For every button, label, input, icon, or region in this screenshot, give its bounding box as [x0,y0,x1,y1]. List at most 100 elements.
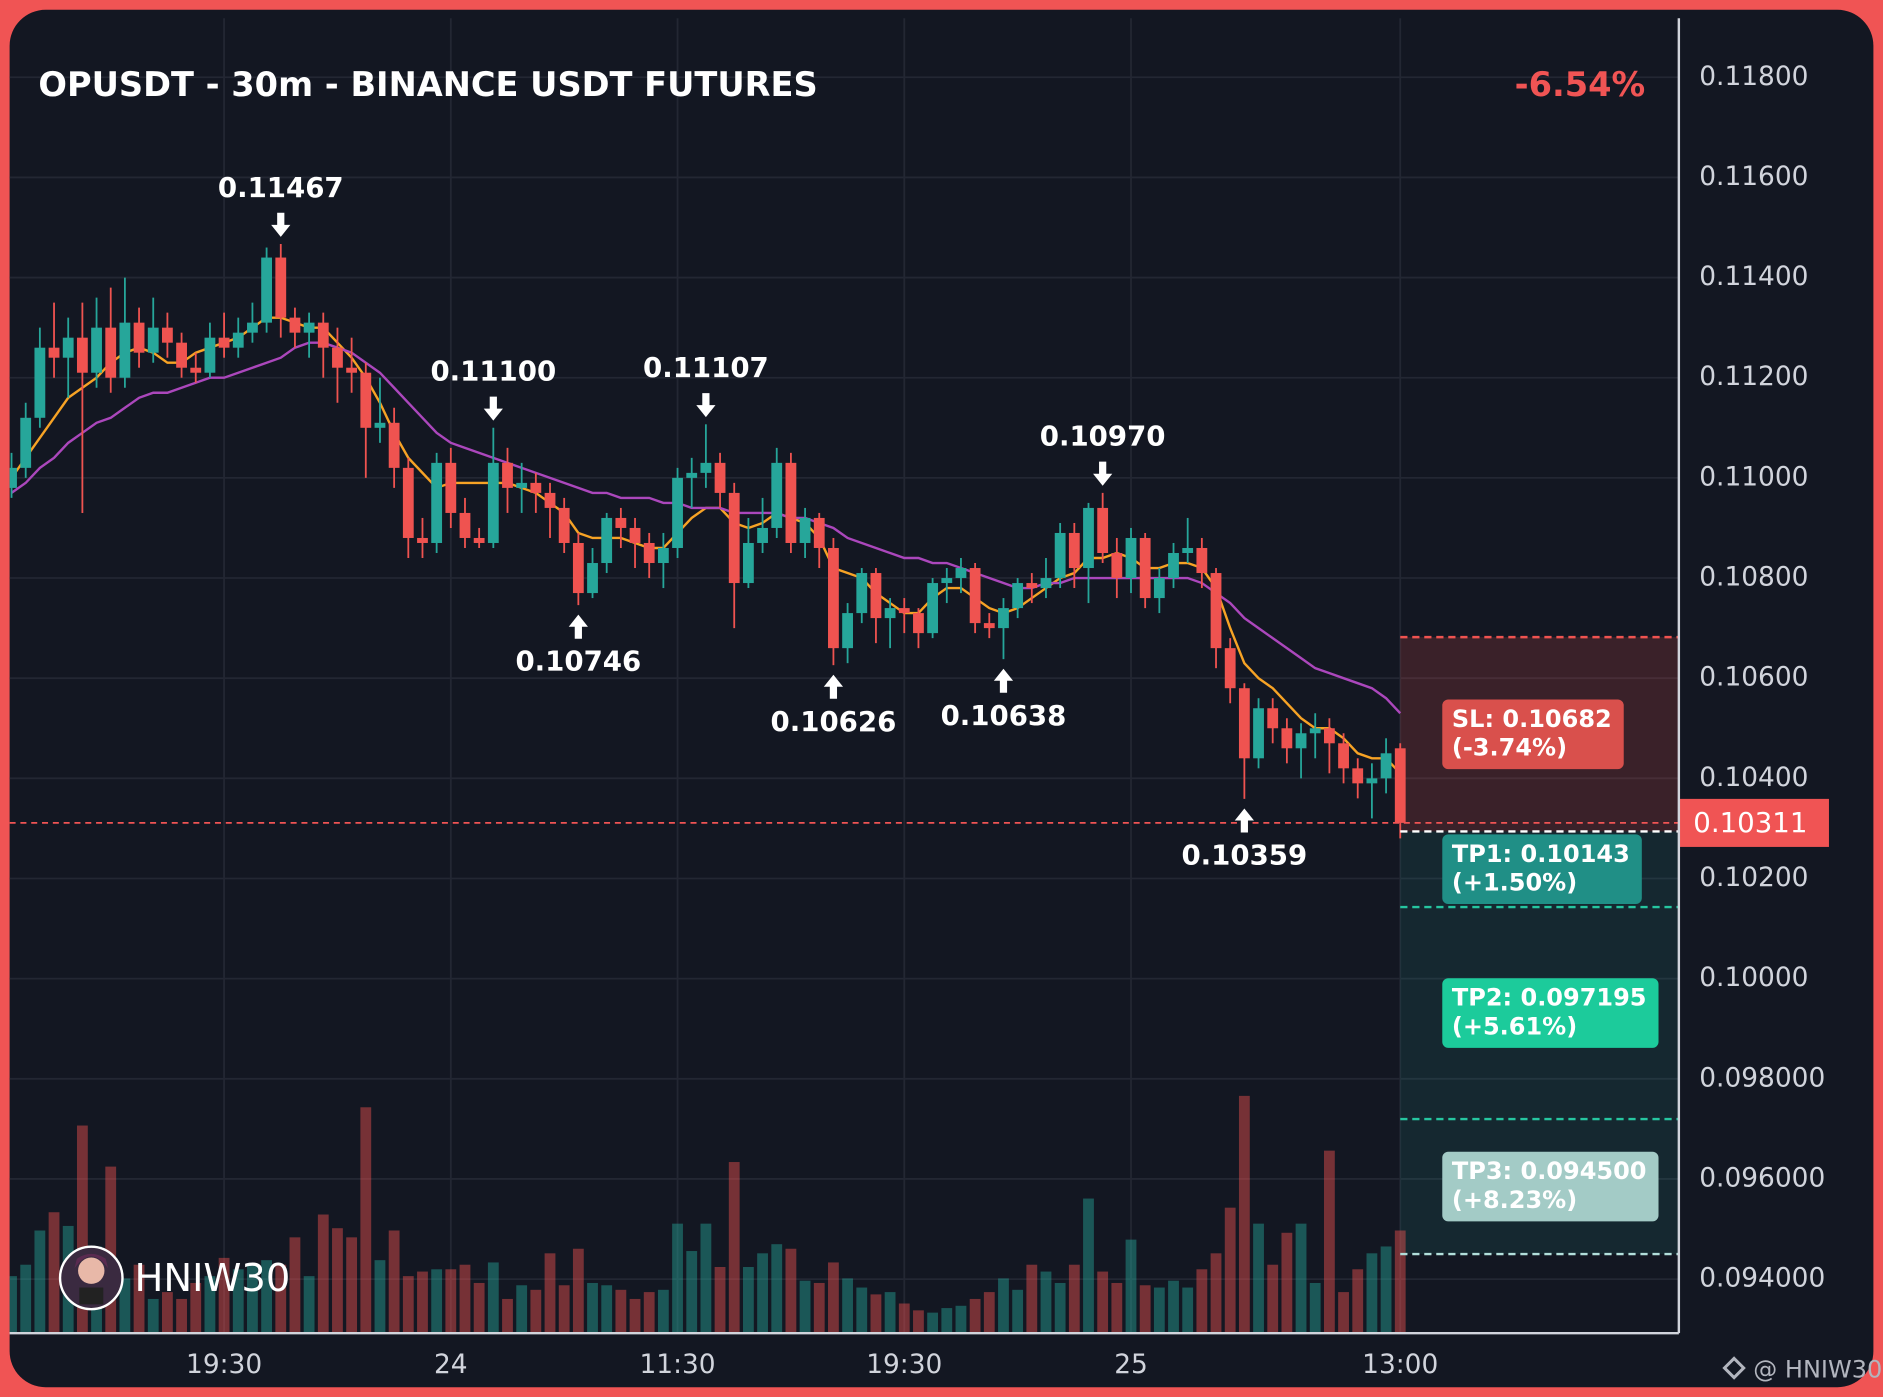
annotation-label: 0.11100 [430,355,556,388]
candle-body [898,608,910,614]
candle-body [1040,578,1052,589]
volume-bar [813,1282,825,1334]
level-box [1442,699,1624,770]
candle-body [402,467,414,538]
candle-body [842,613,853,649]
candle-body [332,347,343,368]
candle-body [119,322,131,378]
candle-body [1196,547,1208,574]
volume-bar [48,1212,60,1334]
candle-body [757,527,768,543]
volume-bar [941,1308,953,1334]
candle-body [587,563,598,594]
candle-body [558,507,570,543]
volume-bar [643,1292,655,1334]
candle-body [275,257,287,318]
volume-bar [558,1285,570,1334]
volume-bar [1323,1150,1335,1334]
annotation-arrow [1093,461,1113,486]
volume-bar [162,1292,173,1334]
x-tick-label: 24 [434,1349,468,1380]
volume-bar [898,1303,910,1334]
volume-bar [34,1230,46,1334]
candle-body [601,517,613,564]
candle-body [813,517,825,548]
volume-bar [700,1223,712,1334]
volume-bar [402,1276,414,1334]
candle-body [459,512,471,538]
candle-body [1068,532,1080,569]
volume-bar [955,1305,967,1334]
candle-body [190,367,202,373]
x-tick-label: 19:30 [866,1349,942,1380]
candle-body [983,623,995,629]
candle-body [742,542,754,584]
volume-bar [530,1289,542,1334]
volume-bar [147,1298,159,1334]
candle-body [728,492,740,584]
volume-bar [870,1294,882,1334]
y-tick-label: 0.11600 [1699,161,1808,192]
volume-bar [714,1267,726,1334]
volume-bar [1238,1095,1250,1334]
volume-bar [317,1214,329,1334]
volume-bar [799,1280,811,1334]
candle-body [133,322,145,353]
candle-body [1083,507,1094,569]
candle-body [643,542,655,564]
level-note: (+1.50%) [1452,869,1577,897]
annotation-label: 0.11107 [643,351,769,384]
volume-bar [1309,1282,1321,1334]
candle-body [700,462,712,473]
candle-body [615,517,627,528]
candle-body [417,537,428,543]
volume-bar [388,1230,400,1334]
candle-body [147,327,159,353]
candle-body [657,547,669,564]
volume-bar [459,1264,471,1334]
candle-body [1253,708,1264,759]
candle-body [998,608,1009,629]
level-box [1442,978,1659,1048]
candle-body [1267,708,1279,729]
candle-body [1295,733,1307,749]
volume-bar [332,1228,343,1334]
chart-title: OPUSDT - 30m - BINANCE USDT FUTURES [38,65,817,104]
candle-body [232,332,244,348]
volume-bar [1068,1264,1080,1334]
annotation-label: 0.10638 [941,699,1067,732]
candle-body [1097,507,1109,553]
volume-bar [417,1271,428,1334]
volume-bar [1083,1198,1094,1334]
candle-body [771,462,783,528]
candle-body [1153,578,1165,599]
candle-body [303,322,315,333]
volume-bar [76,1125,88,1334]
volume-bar [1012,1289,1024,1334]
avatar-hair [74,1253,109,1269]
x-tick-label: 25 [1114,1349,1148,1380]
volume-bar [785,1248,797,1334]
volume-bar [374,1260,386,1334]
volume-bar [1338,1292,1349,1334]
y-tick-label: 0.098000 [1699,1062,1825,1093]
volume-bar [1281,1232,1293,1334]
volume-bar [1125,1239,1137,1334]
level-note: (+8.23%) [1452,1186,1577,1214]
candle-body [445,462,457,513]
volume-bar [9,1276,17,1334]
candle-body [48,347,60,358]
candle-body [572,542,584,594]
volume-bar [218,1257,230,1334]
candle-body [870,573,882,619]
y-tick-label: 0.10400 [1699,762,1808,793]
candle-body [941,578,953,584]
credit-text: @ HNIW30 [1753,1355,1882,1383]
level-box [1442,834,1642,905]
volume-bar [176,1298,187,1334]
candle-body [1238,688,1250,759]
volume-bar [1267,1264,1279,1334]
volume-bar [1380,1246,1392,1334]
candle-body [502,462,513,488]
